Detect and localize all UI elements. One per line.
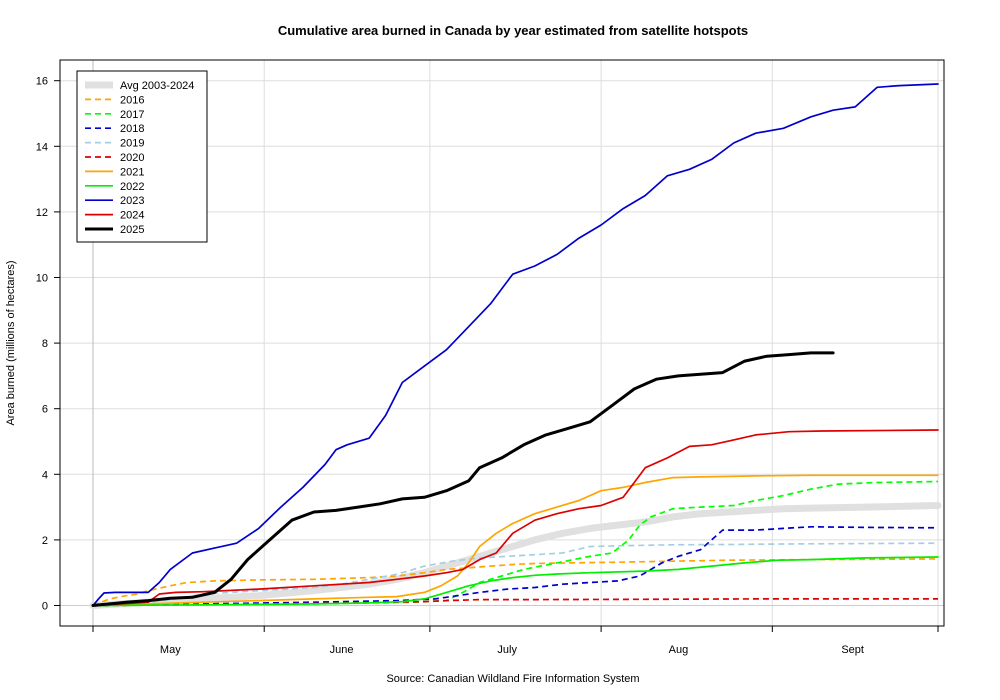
series-layer <box>89 83 942 609</box>
y-axis-label: Area burned (millions of hectares) <box>5 260 17 425</box>
x-month-label: Aug <box>669 644 689 656</box>
y-tick-label: 8 <box>42 338 48 350</box>
axes: 0 2 4 6 8 10 12 14 16 May June July Aug Sept <box>36 76 939 656</box>
x-month-label: May <box>160 644 181 656</box>
source-note: Source: Canadian Wildland Fire Informati… <box>386 673 639 685</box>
legend-label: 2024 <box>120 210 144 222</box>
y-tick-label: 2 <box>42 535 48 547</box>
series-line-2022 <box>92 556 939 607</box>
legend-label: 2017 <box>120 109 144 121</box>
series-line-2021 <box>92 474 939 607</box>
series-line-2019 <box>92 542 939 607</box>
legend-label: 2023 <box>120 195 144 207</box>
legend-label: Avg 2003-2024 <box>120 80 194 92</box>
series-line-2025 <box>91 351 835 607</box>
y-tick-label: 10 <box>36 273 48 285</box>
legend-label: 2020 <box>120 152 144 164</box>
y-tick-label: 14 <box>36 141 48 153</box>
series-line-avg-2003-2024 <box>89 502 942 609</box>
legend: Avg 2003-2024 2016 2017 2018 2019 2020 2021 202… <box>76 70 208 243</box>
series-line-2024 <box>92 429 939 607</box>
legend-label: 2018 <box>120 123 144 135</box>
chart-title: Cumulative area burned in Canada by year… <box>278 23 748 38</box>
series-line-2016 <box>92 558 939 607</box>
x-month-label: Sept <box>841 644 864 656</box>
legend-label: 2022 <box>120 181 144 193</box>
series-line-2023 <box>92 83 939 607</box>
y-tick-label: 0 <box>42 601 48 613</box>
x-month-label: July <box>497 644 517 656</box>
series-line-2017 <box>92 480 939 607</box>
legend-label: 2025 <box>120 224 144 236</box>
legend-label: 2019 <box>120 138 144 150</box>
y-tick-label: 16 <box>36 76 48 88</box>
y-tick-label: 12 <box>36 207 48 219</box>
x-month-label: June <box>330 644 354 656</box>
legend-label: 2016 <box>120 94 144 106</box>
y-tick-label: 6 <box>42 404 48 416</box>
legend-label: 2021 <box>120 166 144 178</box>
y-tick-label: 4 <box>42 469 48 481</box>
